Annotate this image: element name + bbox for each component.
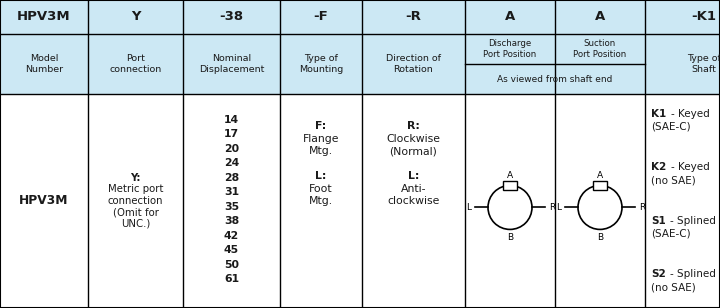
- Bar: [645, 34, 720, 94]
- Text: A: A: [597, 171, 603, 180]
- Text: (Omit for: (Omit for: [112, 208, 158, 217]
- Text: 14: 14: [224, 115, 239, 125]
- Bar: [465, 34, 555, 94]
- Bar: [280, 94, 362, 308]
- Text: - Keyed: - Keyed: [670, 109, 709, 119]
- Bar: [465, 94, 555, 308]
- Text: L: L: [556, 203, 561, 212]
- Bar: [555, 34, 645, 94]
- Text: clockwise: clockwise: [387, 196, 440, 206]
- Text: Port
connection: Port connection: [109, 54, 161, 74]
- Text: B: B: [597, 233, 603, 242]
- Text: 31: 31: [224, 187, 239, 197]
- Bar: [465, 0, 555, 34]
- Bar: [183, 0, 280, 34]
- Text: Discharge
Port Position: Discharge Port Position: [483, 39, 536, 59]
- Text: S2: S2: [651, 269, 666, 279]
- Text: 42: 42: [224, 231, 239, 241]
- Bar: [645, 94, 720, 308]
- Text: 17: 17: [224, 129, 239, 139]
- Text: Direction of
Rotation: Direction of Rotation: [386, 54, 441, 74]
- Text: (SAE-C): (SAE-C): [651, 229, 690, 239]
- Text: -38: -38: [220, 10, 243, 23]
- Text: 38: 38: [224, 216, 239, 226]
- Text: A: A: [595, 10, 605, 23]
- Text: Foot: Foot: [309, 184, 333, 194]
- Text: -F: -F: [314, 10, 328, 23]
- Text: Nominal
Displacement: Nominal Displacement: [199, 54, 264, 74]
- Text: 28: 28: [224, 173, 239, 183]
- Bar: [183, 94, 280, 308]
- Text: 61: 61: [224, 274, 239, 284]
- Bar: [280, 34, 362, 94]
- Text: As viewed from shaft end: As viewed from shaft end: [498, 75, 613, 83]
- Text: Mtg.: Mtg.: [309, 146, 333, 156]
- Text: -R: -R: [405, 10, 421, 23]
- Bar: [0, 34, 88, 94]
- Bar: [0, 0, 88, 34]
- Text: UNC.): UNC.): [121, 219, 150, 229]
- Text: 35: 35: [224, 202, 239, 212]
- Bar: [362, 94, 465, 308]
- Bar: [280, 0, 362, 34]
- Text: (Normal): (Normal): [390, 146, 438, 156]
- Text: R: R: [549, 203, 555, 212]
- Text: Suction
Port Position: Suction Port Position: [573, 39, 626, 59]
- Text: S1: S1: [651, 216, 666, 226]
- Bar: [645, 0, 720, 34]
- Text: 45: 45: [224, 245, 239, 255]
- Text: (no SAE): (no SAE): [651, 175, 696, 185]
- Text: Flange: Flange: [302, 134, 339, 144]
- Text: R:: R:: [407, 121, 420, 131]
- Text: (SAE-C): (SAE-C): [651, 122, 690, 132]
- Bar: [88, 34, 183, 94]
- Text: Type of
Mounting: Type of Mounting: [299, 54, 343, 74]
- Text: - Splined: - Splined: [670, 269, 716, 279]
- Text: - Splined: - Splined: [670, 216, 716, 226]
- Bar: [0, 94, 88, 308]
- Text: Mtg.: Mtg.: [309, 196, 333, 206]
- Text: F:: F:: [315, 121, 327, 131]
- Text: 24: 24: [224, 158, 239, 168]
- Text: A: A: [507, 171, 513, 180]
- Text: K1: K1: [651, 109, 666, 119]
- Bar: [593, 181, 606, 190]
- Bar: [503, 181, 517, 190]
- Bar: [362, 0, 465, 34]
- Text: Type of
Shaft: Type of Shaft: [687, 54, 720, 74]
- Text: HPV3M: HPV3M: [17, 10, 71, 23]
- Bar: [555, 94, 645, 308]
- Text: Clockwise: Clockwise: [387, 134, 441, 144]
- Text: 50: 50: [224, 260, 239, 270]
- Text: 20: 20: [224, 144, 239, 154]
- Bar: [362, 34, 465, 94]
- Bar: [88, 94, 183, 308]
- Text: R: R: [639, 203, 645, 212]
- Bar: [555, 0, 645, 34]
- Text: - Keyed: - Keyed: [670, 162, 709, 172]
- Text: -K1: -K1: [691, 10, 716, 23]
- Text: Metric port: Metric port: [108, 184, 163, 194]
- Text: Y:: Y:: [130, 173, 140, 183]
- Text: L: L: [466, 203, 471, 212]
- Text: Anti-: Anti-: [401, 184, 426, 194]
- Text: HPV3M: HPV3M: [19, 194, 68, 208]
- Bar: [183, 34, 280, 94]
- Text: L:: L:: [315, 171, 327, 181]
- Text: (no SAE): (no SAE): [651, 282, 696, 292]
- Text: Y: Y: [131, 10, 140, 23]
- Text: L:: L:: [408, 171, 419, 181]
- Text: B: B: [507, 233, 513, 242]
- Text: connection: connection: [108, 196, 163, 206]
- Text: K2: K2: [651, 162, 666, 172]
- Text: Model
Number: Model Number: [25, 54, 63, 74]
- Bar: [88, 0, 183, 34]
- Text: A: A: [505, 10, 515, 23]
